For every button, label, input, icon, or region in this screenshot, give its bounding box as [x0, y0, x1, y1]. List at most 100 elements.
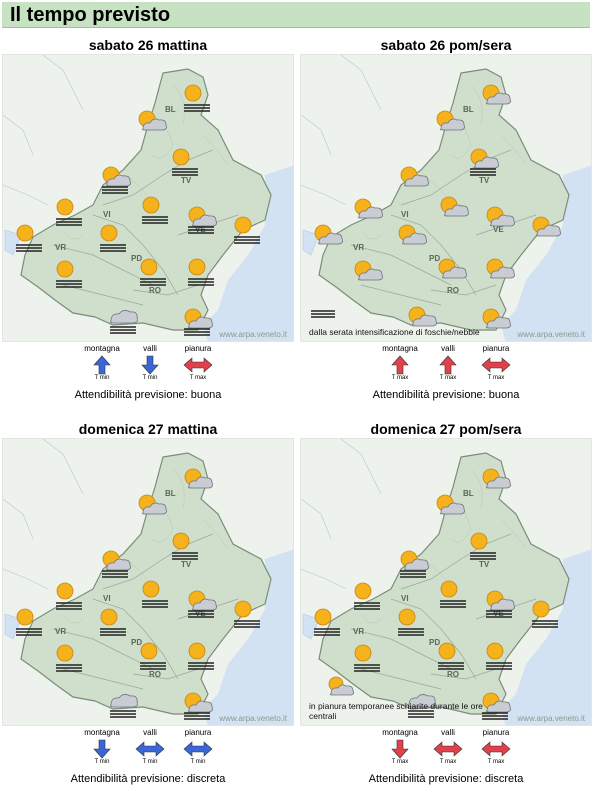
trend-valleys: valli T min — [125, 728, 175, 766]
trend-label: pianura — [482, 728, 510, 737]
trend-tag: T min — [94, 375, 110, 381]
sun-cloud-fog-icon — [479, 689, 511, 720]
map-credit: www.arpa.veneto.it — [219, 330, 287, 339]
map-label-vi: VI — [401, 210, 409, 219]
map-label-vr: VR — [55, 627, 66, 636]
trend-arrow-icon — [173, 739, 223, 759]
panel-title: domenica 27 pom/sera — [370, 421, 522, 437]
trend-plain: pianura T max — [471, 728, 521, 766]
veneto-map: BL TV VI VR VE PD RO www.arpa.veneto.it — [2, 438, 294, 726]
sun-cloud-icon — [135, 107, 167, 137]
map-credit: www.arpa.veneto.it — [517, 714, 585, 723]
sun-cloud-icon — [479, 465, 511, 495]
sun-fog-icon — [181, 81, 213, 112]
sun-cloud-fog-icon — [181, 305, 213, 336]
map-label-vr: VR — [353, 627, 364, 636]
map-label-vr: VR — [55, 243, 66, 252]
sun-fog-icon — [185, 639, 217, 670]
map-label-pd: PD — [429, 254, 440, 263]
veneto-map: BL TV VI VR VE PD RO in pianura temporan… — [300, 438, 592, 726]
sun-cloud-icon — [395, 221, 427, 251]
trend-arrow-icon — [77, 739, 127, 759]
sun-cloud-icon — [397, 163, 429, 193]
sun-fog-icon — [53, 579, 85, 610]
sun-fog-icon — [139, 577, 171, 608]
trend-label: valli — [143, 344, 157, 353]
sun-fog-icon — [137, 255, 169, 286]
trend-valleys: valli T max — [423, 728, 473, 766]
sun-cloud-icon — [479, 305, 511, 335]
sun-fog-icon — [231, 597, 263, 628]
sun-cloud-fog-icon — [483, 587, 515, 618]
sun-cloud-icon — [181, 465, 213, 495]
map-note-text: in pianura temporanee schiarite durante … — [309, 701, 483, 721]
sun-fog-icon — [437, 577, 469, 608]
sun-fog-icon — [435, 639, 467, 670]
sun-cloud-fog-icon — [99, 163, 131, 194]
reliability-text: Attendibilità previsione: buona — [372, 389, 520, 401]
map-label-ro: RO — [149, 286, 161, 295]
map-label-tv: TV — [479, 560, 490, 569]
reliability-text: Attendibilità previsione: discreta — [368, 773, 524, 785]
sun-fog-icon — [395, 605, 427, 636]
sun-fog-icon — [169, 529, 201, 560]
sun-fog-icon — [185, 255, 217, 286]
map-label-pd: PD — [131, 254, 142, 263]
sun-cloud-fog-icon — [185, 203, 217, 234]
sun-cloud-fog-icon — [99, 547, 131, 578]
trend-tag: T max — [487, 375, 505, 381]
trend-arrow-icon — [125, 355, 175, 375]
trend-label: valli — [441, 728, 455, 737]
forecast-panel-sun-afternoon: domenica 27 pom/sera BL TV V — [300, 420, 592, 790]
sun-cloud-fog-icon — [181, 689, 213, 720]
map-note: dalla serata intensificazione di foschie… — [309, 309, 489, 337]
trend-label: pianura — [184, 728, 212, 737]
trend-tag: T min — [94, 759, 110, 765]
trend-label: pianura — [482, 344, 510, 353]
trend-label: montagna — [382, 344, 418, 353]
cloud-fog-icon — [107, 687, 139, 718]
fog-legend-icon — [309, 309, 489, 321]
sun-fog-icon — [13, 605, 45, 636]
trend-tag: T min — [190, 759, 206, 765]
sun-cloud-legend-icon — [323, 675, 489, 699]
panel-title: sabato 26 mattina — [88, 37, 208, 53]
trend-arrow-icon — [375, 355, 425, 375]
map-label-bl: BL — [463, 105, 474, 114]
veneto-map: BL TV VI VR VE PD RO www.arpa.veneto.it — [2, 54, 294, 342]
trend-valleys: valli T min — [125, 344, 175, 382]
trend-label: montagna — [84, 344, 120, 353]
sun-fog-icon — [467, 529, 499, 560]
map-note-text: dalla serata intensificazione di foschie… — [309, 327, 480, 337]
trend-tag: T max — [487, 759, 505, 765]
temperature-trend-row: montagna T max valli T max pianura T max — [300, 728, 592, 768]
trend-plain: pianura T min — [173, 728, 223, 766]
trend-arrow-icon — [173, 355, 223, 375]
sun-cloud-icon — [483, 203, 515, 233]
trend-valleys: valli T max — [423, 344, 473, 382]
trend-label: valli — [441, 344, 455, 353]
trend-arrow-icon — [423, 355, 473, 375]
map-label-ro: RO — [149, 670, 161, 679]
trend-tag: T max — [439, 759, 457, 765]
sun-cloud-icon — [483, 255, 515, 285]
temperature-trend-row: montagna T max valli T max pianura T max — [300, 344, 592, 384]
map-label-vi: VI — [103, 594, 111, 603]
sun-fog-icon — [97, 221, 129, 252]
trend-tag: T max — [391, 375, 409, 381]
sun-fog-icon — [351, 579, 383, 610]
map-label-pd: PD — [429, 638, 440, 647]
trend-arrow-icon — [423, 739, 473, 759]
map-label-bl: BL — [463, 489, 474, 498]
sun-fog-icon — [139, 193, 171, 224]
trend-label: pianura — [184, 344, 212, 353]
map-label-tv: TV — [181, 176, 192, 185]
sun-cloud-icon — [433, 491, 465, 521]
veneto-map: BL TV VI VR VE PD RO dalla serata intens… — [300, 54, 592, 342]
sun-cloud-icon — [351, 257, 383, 287]
trend-mountain: montagna T min — [77, 728, 127, 766]
trend-tag: T max — [391, 759, 409, 765]
sun-cloud-icon — [529, 213, 561, 243]
sun-fog-icon — [97, 605, 129, 636]
forecast-panel-sat-afternoon: sabato 26 pom/sera BL TV VI — [300, 36, 592, 406]
